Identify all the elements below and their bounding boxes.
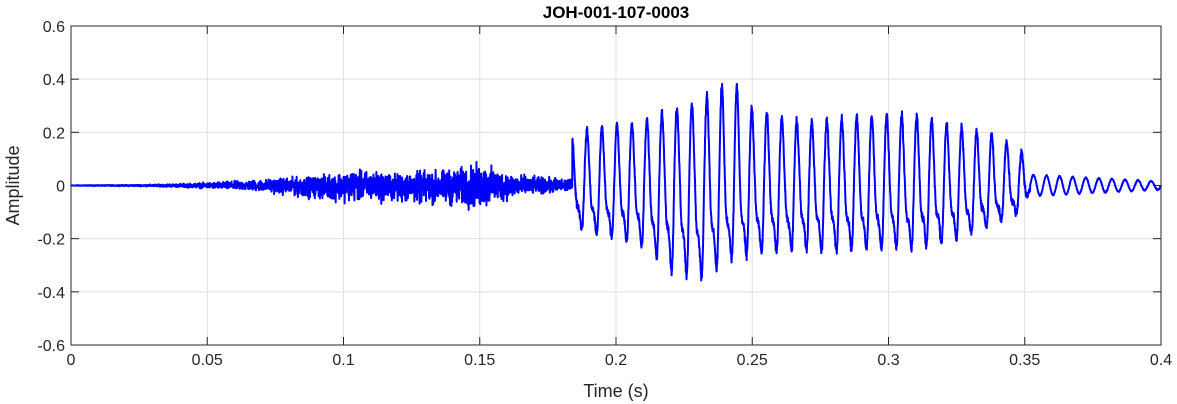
x-tick-label: 0.3	[877, 352, 899, 369]
y-tick-label: -0.4	[37, 285, 65, 302]
x-tick-label: 0.2	[605, 352, 627, 369]
y-tick-label: -0.6	[37, 338, 65, 355]
x-tick-label: 0.05	[192, 352, 223, 369]
chart-title: JOH-001-107-0003	[543, 3, 689, 22]
y-tick-label: -0.2	[37, 232, 65, 249]
x-tick-label: 0.4	[1150, 352, 1172, 369]
x-tick-label: 0.35	[1009, 352, 1040, 369]
series-line	[70, 82, 1162, 282]
x-axis-label: Time (s)	[583, 381, 648, 401]
x-tick-label: 0.15	[464, 352, 495, 369]
x-tick-label: 0.25	[737, 352, 768, 369]
x-tick-labels: 0 0.05 0.1 0.15 0.2 0.25 0.3 0.35 0.4	[67, 352, 1173, 369]
x-tick-label: 0	[67, 352, 76, 369]
y-tick-label: 0.6	[43, 19, 65, 36]
y-tick-label: 0.4	[43, 72, 65, 89]
y-tick-labels: -0.6 -0.4 -0.2 0 0.2 0.4 0.6	[37, 19, 65, 355]
ticks	[70, 25, 1162, 346]
y-axis-label: Amplitude	[3, 145, 23, 225]
x-tick-label: 0.1	[332, 352, 354, 369]
y-tick-label: 0	[56, 179, 65, 196]
y-tick-label: 0.2	[43, 125, 65, 142]
